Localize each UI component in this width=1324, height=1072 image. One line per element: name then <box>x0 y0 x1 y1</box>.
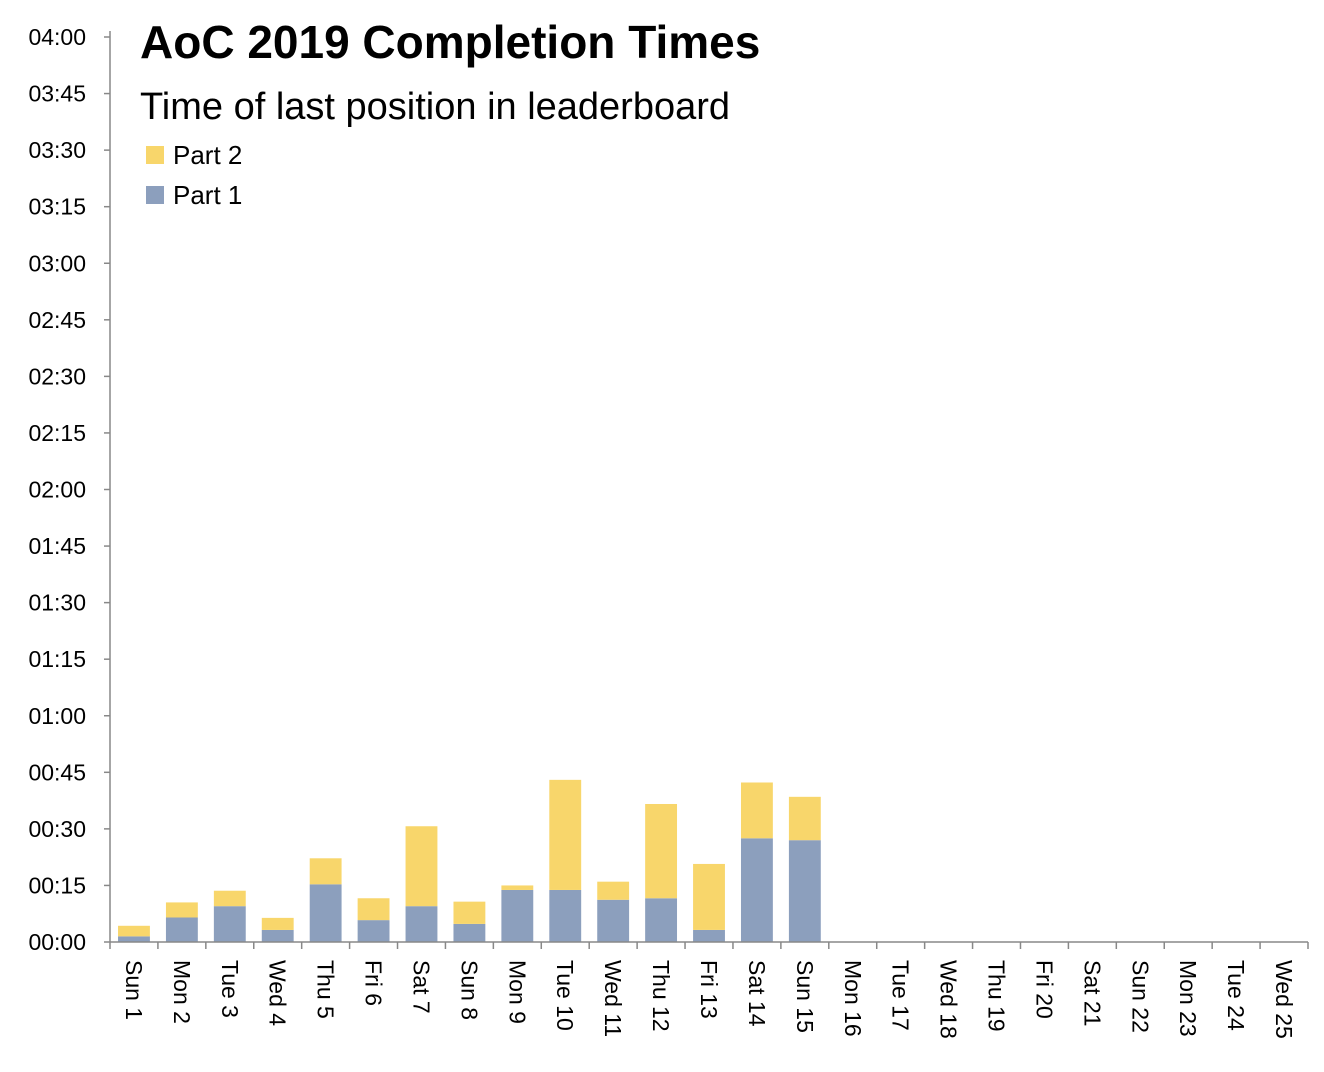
y-tick-label: 03:00 <box>28 250 86 276</box>
bar-part-1 <box>549 889 582 942</box>
x-tick-label: Tue 10 <box>552 960 578 1031</box>
x-tick-label: Fri 6 <box>361 960 387 1006</box>
bar-part-2 <box>645 803 678 899</box>
y-tick-label: 02:45 <box>28 307 86 333</box>
y-tick-label: 02:30 <box>28 363 86 389</box>
bar-part-2 <box>357 898 390 921</box>
axes-layer <box>109 31 1308 943</box>
y-tick-label: 03:30 <box>28 137 86 163</box>
bar-part-2 <box>788 796 821 841</box>
bar-part-1 <box>645 898 678 942</box>
chart-subtitle: Time of last position in leaderboard <box>140 86 730 128</box>
bar-part-1 <box>405 906 438 942</box>
x-tick-label: Tue 17 <box>888 960 914 1031</box>
bar-part-1 <box>261 929 294 942</box>
x-tick-label: Thu 12 <box>648 960 674 1032</box>
x-tick-label: Sat 14 <box>744 960 770 1027</box>
bar-part-1 <box>357 920 390 942</box>
y-tick-label: 00:30 <box>28 816 86 842</box>
bar-part-1 <box>740 838 773 942</box>
x-tick-label: Wed 18 <box>936 960 962 1039</box>
x-tick-label: Thu 5 <box>313 960 339 1019</box>
x-tick-label: Tue 3 <box>217 960 243 1018</box>
x-tick-label: Fri 20 <box>1031 960 1057 1019</box>
y-tick-label: 03:45 <box>28 81 86 107</box>
y-tick-label: 00:15 <box>28 872 86 898</box>
x-tick-label: Thu 19 <box>984 960 1010 1032</box>
x-tick-label: Wed 25 <box>1271 960 1297 1039</box>
y-tick-label: 03:15 <box>28 194 86 220</box>
bar-part-1 <box>693 929 725 942</box>
bar-part-2 <box>693 863 725 930</box>
x-tick-label: Sun 8 <box>456 960 482 1020</box>
bar-part-1 <box>165 917 198 942</box>
bar-part-2 <box>405 826 438 907</box>
y-tick-label: 01:00 <box>28 703 86 729</box>
x-tick-label: Wed 4 <box>265 960 291 1026</box>
bar-part-2 <box>549 779 582 890</box>
bar-part-2 <box>309 858 342 885</box>
y-tick-label: 02:00 <box>28 477 86 503</box>
x-tick-label: Fri 13 <box>696 960 722 1019</box>
bar-part-2 <box>597 881 630 900</box>
bar-part-2 <box>740 782 773 839</box>
y-tick-label: 04:00 <box>28 24 86 50</box>
bars-layer <box>118 779 821 942</box>
bar-part-1 <box>453 923 486 942</box>
bar-part-2 <box>118 925 150 937</box>
legend-swatch <box>146 186 164 204</box>
x-tick-label: Sun 1 <box>121 960 147 1020</box>
legend: Part 2 Part 1 <box>146 140 242 210</box>
bar-part-1 <box>213 906 246 942</box>
y-tick-label: 01:45 <box>28 533 86 559</box>
x-tick-label: Wed 11 <box>600 960 626 1037</box>
bar-part-2 <box>453 901 486 924</box>
bar-part-1 <box>788 840 821 942</box>
y-ticks-layer: 00:00 00:15 00:30 00:45 01:00 01:15 01:30 01:45… <box>28 24 110 955</box>
bar-part-1 <box>118 936 150 942</box>
x-ticks-layer: Sun 1 Mon 2 Tue 3 Wed 4 Thu 5 Fri 6 Sat 7 Sun 8… <box>109 942 1309 1039</box>
chart-title: AoC 2019 Completion Times <box>140 16 760 68</box>
y-tick-label: 01:15 <box>28 646 86 672</box>
x-tick-label: Sat 7 <box>408 960 434 1014</box>
y-tick-label: 02:15 <box>28 420 86 446</box>
x-tick-label: Sun 15 <box>792 960 818 1033</box>
legend-label: Part 2 <box>173 140 242 170</box>
x-tick-label: Sun 22 <box>1127 960 1153 1033</box>
x-tick-label: Mon 16 <box>840 960 866 1037</box>
x-tick-label: Mon 2 <box>169 960 195 1024</box>
y-tick-label: 00:00 <box>28 929 86 955</box>
bar-part-1 <box>309 884 342 942</box>
y-tick-label: 00:45 <box>28 759 86 785</box>
bar-part-2 <box>501 885 534 890</box>
bar-part-2 <box>213 890 246 907</box>
x-tick-label: Tue 24 <box>1223 960 1249 1031</box>
bar-part-2 <box>261 917 294 930</box>
x-tick-label: Mon 9 <box>504 960 530 1024</box>
legend-swatch <box>146 146 164 164</box>
x-tick-label: Sat 21 <box>1079 960 1105 1027</box>
bar-part-2 <box>165 902 198 918</box>
bar-part-1 <box>597 899 630 942</box>
legend-label: Part 1 <box>173 180 242 210</box>
x-tick-label: Mon 23 <box>1175 960 1201 1037</box>
bar-part-1 <box>501 889 534 942</box>
y-tick-label: 01:30 <box>28 590 86 616</box>
